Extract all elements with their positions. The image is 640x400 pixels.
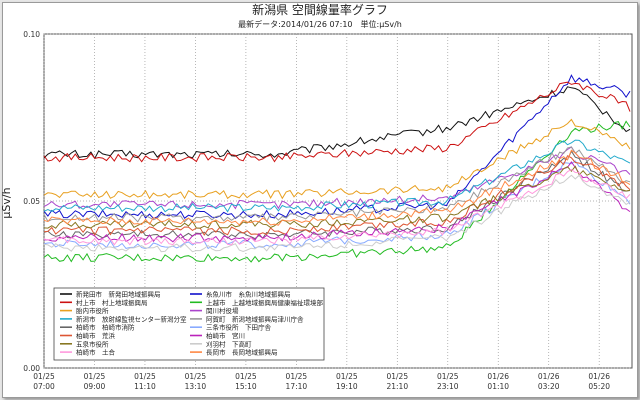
legend-entry-label: 糸魚川市 糸魚川地域振興局 bbox=[206, 290, 291, 299]
series-line bbox=[43, 168, 631, 246]
series-line bbox=[43, 155, 631, 237]
x-tick-time: 21:10 bbox=[386, 382, 408, 391]
legend-entry-label: 新潟市 放射線監視センター新潟分室 bbox=[76, 314, 187, 323]
x-tick-time: 15:10 bbox=[235, 382, 257, 391]
x-tick-time: 23:10 bbox=[437, 382, 459, 391]
legend-entry-label: 関川村役場 bbox=[206, 306, 239, 315]
x-tick-date: 01/25 bbox=[336, 372, 358, 381]
x-tick-time: 19:10 bbox=[336, 382, 358, 391]
x-tick-date: 01/25 bbox=[134, 372, 156, 381]
legend-entry-label: 柏崎市 宮川 bbox=[206, 331, 245, 340]
legend-entry-label: 上越市 上越地域振興局健康福祉環境部 bbox=[206, 298, 324, 307]
y-axis-label: μSv/h bbox=[0, 187, 13, 218]
series-line bbox=[43, 165, 631, 229]
series-line bbox=[43, 174, 631, 253]
x-tick-date: 01/25 bbox=[185, 372, 207, 381]
series-line bbox=[43, 146, 631, 210]
x-tick-date: 01/26 bbox=[487, 372, 509, 381]
legend-entry-label: 長岡市 長岡地域振興局 bbox=[206, 348, 278, 357]
legend-entry-label: 三条市役所 下田庁舎 bbox=[206, 323, 272, 332]
x-tick-date: 01/25 bbox=[84, 372, 106, 381]
legend-entry-label: 阿賀町 新潟地域振興局津川庁舎 bbox=[206, 314, 304, 323]
x-tick-date: 01/26 bbox=[538, 372, 560, 381]
x-tick-time: 03:20 bbox=[538, 382, 560, 391]
legend-entry-label: 柏崎市 荒浜 bbox=[76, 331, 116, 340]
chart-title: 新潟県 空間線量率グラフ bbox=[252, 2, 388, 17]
series-line bbox=[43, 149, 631, 226]
x-tick-time: 11:10 bbox=[134, 382, 156, 391]
legend-entry-label: 刈羽村 下高町 bbox=[206, 339, 252, 348]
x-tick-time: 01:10 bbox=[487, 382, 509, 391]
series-line bbox=[43, 139, 631, 213]
x-tick-date: 01/25 bbox=[286, 372, 308, 381]
y-tick-label: 0.10 bbox=[23, 30, 40, 39]
series-line bbox=[43, 118, 631, 200]
series-line bbox=[43, 146, 631, 223]
chart-subtitle: 最新データ:2014/01/26 07:10 単位:μSv/h bbox=[238, 19, 402, 29]
legend-entry-label: 柏崎市 土合 bbox=[76, 348, 116, 357]
legend-entry-label: 柏崎市 柏崎市消防 bbox=[76, 323, 135, 332]
x-tick-date: 01/25 bbox=[386, 372, 408, 381]
series-line bbox=[43, 86, 631, 160]
legend-entry-label: 村上市 村上地域振興局 bbox=[76, 298, 148, 307]
y-tick-label: 0.05 bbox=[23, 197, 40, 206]
x-tick-time: 17:10 bbox=[286, 382, 308, 391]
x-tick-time: 07:00 bbox=[33, 382, 55, 391]
y-tick-label: 0.00 bbox=[23, 364, 40, 373]
x-tick-date: 01/25 bbox=[235, 372, 257, 381]
series-line bbox=[43, 120, 631, 263]
legend-entry-label: 胎内市役所 bbox=[76, 306, 109, 315]
legend-box bbox=[53, 287, 325, 361]
legend-entry-label: 新発田市 新発田地域振興局 bbox=[76, 290, 161, 299]
x-tick-time: 13:10 bbox=[185, 382, 207, 391]
x-tick-date: 01/25 bbox=[437, 372, 459, 381]
x-tick-date: 01/26 bbox=[588, 372, 610, 381]
x-tick-date: 01/25 bbox=[33, 372, 55, 381]
x-tick-time: 09:00 bbox=[84, 382, 106, 391]
legend-entry-label: 五泉市役所 bbox=[76, 339, 109, 348]
series-line bbox=[43, 81, 631, 163]
x-tick-time: 05:20 bbox=[588, 382, 610, 391]
